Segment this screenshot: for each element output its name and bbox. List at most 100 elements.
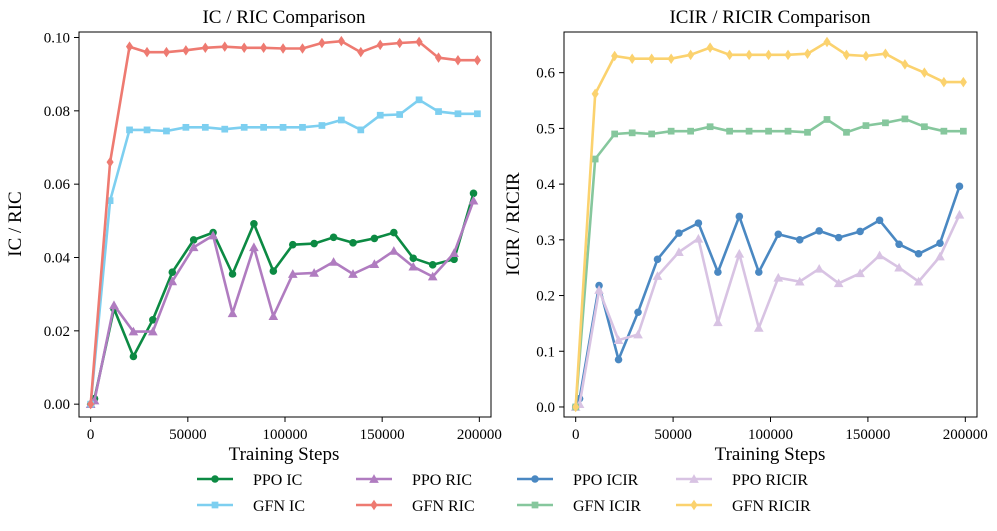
ic-ric-y-tick-label: 0.00	[44, 397, 70, 413]
point-gfn-ricir	[745, 49, 753, 61]
point-ppo-ricir	[713, 317, 723, 327]
icir-ricir-plot-frame	[563, 31, 978, 418]
point-gfn-ricir	[842, 49, 851, 61]
point-gfn-ic	[435, 108, 442, 115]
point-gfn-ric	[143, 46, 151, 58]
point-ppo-ic	[149, 316, 157, 324]
point-gfn-ricir	[628, 53, 636, 64]
point-ppo-ricir	[753, 323, 764, 332]
point-ppo-ricir	[935, 251, 945, 261]
point-ppo-ricir	[833, 278, 844, 288]
line-gfn-ric	[89, 39, 478, 405]
point-gfn-ric	[415, 36, 423, 48]
point-gfn-ic	[299, 123, 306, 131]
point-ppo-ic	[329, 233, 338, 242]
point-gfn-icir	[784, 127, 792, 135]
legend-marker	[211, 501, 219, 509]
legend-item-gfn-ricir: GFN RICIR	[676, 498, 811, 515]
point-gfn-ric	[106, 156, 114, 168]
point-gfn-icir	[667, 127, 675, 135]
icir-ricir-y-tick-label: 0.6	[536, 66, 555, 82]
ic-ric-panel: IC / RIC Comparison 0 50000 100000 150000 20…	[5, 7, 502, 465]
point-gfn-ric	[162, 46, 171, 58]
icir-ricir-y-tick-label: 0.4	[536, 177, 555, 193]
line-gfn-icir	[574, 117, 964, 408]
point-ppo-ricir	[613, 335, 624, 344]
point-ppo-ic	[189, 236, 198, 244]
point-gfn-ic	[260, 123, 267, 131]
point-ppo-icir	[675, 229, 683, 237]
point-ppo-icir	[755, 268, 763, 276]
point-ppo-ic	[310, 239, 318, 248]
point-ppo-ric	[449, 248, 459, 257]
point-ppo-icir	[795, 236, 804, 244]
legend-marker	[370, 499, 378, 511]
legend-label: GFN RIC	[412, 498, 475, 515]
point-ppo-icir	[653, 255, 662, 264]
point-ppo-ic	[428, 261, 437, 269]
point-ppo-ricir	[814, 263, 825, 273]
point-gfn-ric	[201, 42, 209, 54]
point-ppo-ricir	[954, 209, 965, 219]
point-gfn-icir	[901, 115, 909, 123]
series-gfn-icir	[572, 115, 967, 411]
legend-label: PPO RICIR	[732, 472, 808, 489]
point-ppo-ric	[227, 308, 238, 318]
ic-ric-title: IC / RIC Comparison	[202, 7, 366, 28]
point-gfn-ricir	[920, 67, 928, 78]
icir-ricir-y-tick-label: 0.3	[536, 233, 555, 249]
point-gfn-ic	[318, 122, 326, 129]
legend-item-gfn-icir: GFN ICIR	[517, 498, 641, 515]
point-gfn-ic	[126, 126, 133, 134]
point-ppo-icir	[815, 227, 823, 235]
point-ppo-ric	[408, 261, 419, 271]
legend-item-ppo-icir: PPO ICIR	[517, 472, 639, 489]
ic-ric-y-tick-label: 0.10	[44, 31, 70, 47]
point-gfn-ricir	[726, 49, 734, 61]
point-gfn-icir	[628, 129, 636, 137]
line-gfn-ricir	[574, 40, 964, 408]
legend-item-ppo-ricir: PPO RICIR	[676, 472, 808, 489]
point-ppo-ricir	[734, 248, 745, 258]
point-ppo-ic	[129, 352, 138, 361]
point-ppo-ricir	[773, 272, 784, 282]
point-gfn-ric	[318, 37, 326, 49]
point-gfn-icir	[862, 122, 870, 129]
point-gfn-ric	[240, 42, 248, 54]
point-gfn-ricir	[823, 36, 831, 48]
point-gfn-icir	[882, 119, 889, 127]
point-gfn-icir	[611, 130, 619, 138]
ic-ric-x-tick-label: 150000	[360, 427, 405, 443]
point-ppo-ricir	[594, 285, 604, 294]
ic-ric-plot-frame	[78, 31, 492, 418]
point-ppo-ic	[450, 255, 458, 264]
point-gfn-icir	[940, 127, 948, 135]
legend-label: GFN ICIR	[573, 498, 641, 515]
legend-label: PPO IC	[253, 472, 302, 489]
point-ppo-ic	[228, 270, 237, 278]
point-ppo-ricir	[913, 276, 924, 286]
line-gfn-ic	[89, 98, 478, 405]
point-gfn-ric	[357, 46, 365, 58]
point-ppo-ricir	[652, 271, 663, 280]
point-gfn-ic	[376, 111, 384, 119]
point-gfn-ic	[182, 123, 190, 131]
legend-label: GFN RICIR	[732, 498, 811, 515]
legend-marker	[369, 474, 379, 483]
point-gfn-icir	[804, 128, 811, 136]
legend-item-gfn-ic: GFN IC	[197, 498, 305, 515]
point-ppo-icir	[694, 219, 703, 227]
point-gfn-ric	[260, 42, 268, 54]
point-ppo-ric	[328, 257, 339, 266]
point-gfn-ic	[474, 110, 481, 118]
legend-label: PPO RIC	[412, 472, 472, 489]
point-ppo-icir	[735, 212, 744, 221]
point-ppo-ric	[167, 276, 178, 286]
point-gfn-ic	[201, 123, 209, 131]
line-ppo-icir	[574, 185, 961, 408]
point-ppo-icir	[714, 268, 722, 276]
icir-ricir-title: ICIR / RICIR Comparison	[669, 7, 871, 28]
ic-ric-y-axis-label: IC / RIC	[5, 191, 26, 256]
point-gfn-ric	[125, 41, 134, 52]
point-gfn-ric	[87, 398, 95, 410]
